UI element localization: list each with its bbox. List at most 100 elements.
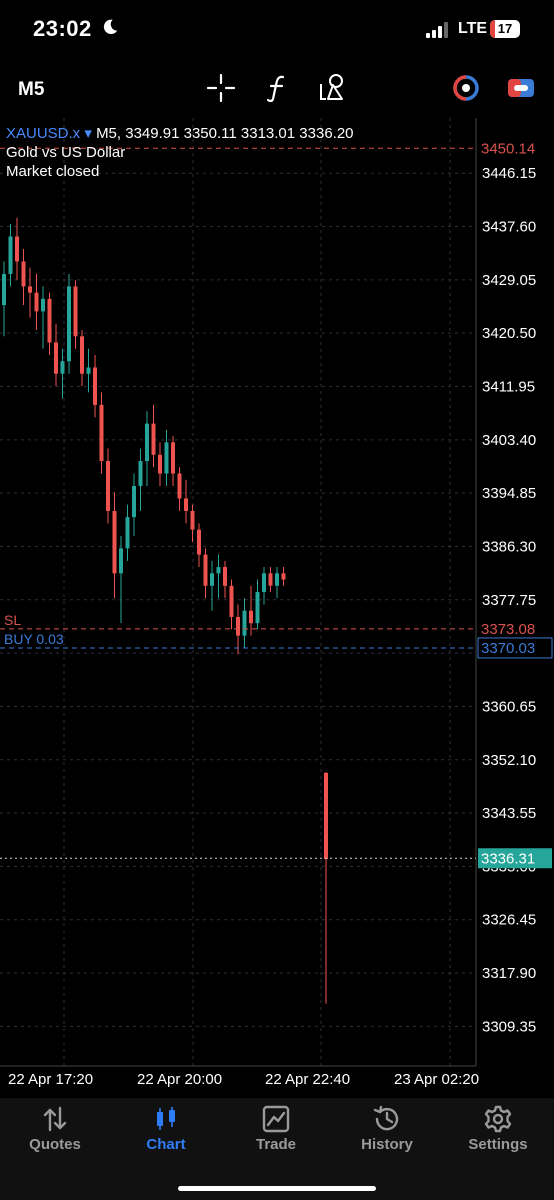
candle-body (93, 367, 97, 405)
candle-body (151, 423, 156, 455)
y-axis-label: 3429.05 (482, 272, 536, 289)
candle-body (138, 461, 143, 486)
candle-body (184, 498, 188, 511)
current-price-tag (478, 848, 552, 869)
moon-icon (103, 19, 118, 35)
symbol-label[interactable]: XAUUSD.x (6, 125, 81, 142)
signal-icon (426, 22, 448, 38)
battery-fill (490, 20, 496, 38)
price-label-high: 3450.14 (481, 140, 535, 157)
network-type: LTE (458, 20, 488, 37)
y-axis-label: 3446.15 (482, 165, 536, 182)
settings-icon (484, 1105, 512, 1133)
status-time: 23:02 (33, 16, 92, 41)
chart-icon (157, 1107, 175, 1130)
price-tag-buy (477, 637, 553, 659)
status-bar: 23:02 LTE 17 (0, 0, 554, 62)
price-label-buy: 3370.03 (481, 640, 535, 657)
y-axis-label: 3377.75 (482, 592, 536, 609)
candle-body (132, 485, 136, 518)
candle-body (8, 236, 13, 274)
candle-body (223, 567, 227, 586)
candle-body (229, 585, 234, 617)
y-axis-label: 3360.65 (482, 698, 536, 715)
candle-body (255, 592, 260, 624)
y-axis-label: 3317.90 (482, 965, 536, 982)
y-axis-label: 3343.55 (482, 805, 536, 822)
candle-body (158, 454, 162, 474)
crosshair-icon[interactable] (205, 72, 237, 104)
y-axis-label: 3352.10 (482, 752, 536, 769)
market-status: Market closed (6, 163, 100, 180)
price-tag-high (478, 138, 552, 159)
candle-body (268, 573, 273, 586)
x-axis-label: 23 Apr 02:20 (394, 1071, 479, 1088)
tab-label: Trade (255, 1136, 297, 1153)
tab-quotes[interactable]: Quotes (0, 1098, 110, 1168)
tab-history[interactable]: History (332, 1098, 442, 1168)
tab-chart[interactable]: Chart (111, 1098, 221, 1168)
chart-type-icon[interactable] (505, 72, 537, 104)
history-icon (373, 1105, 399, 1131)
objects-icon[interactable] (317, 72, 349, 104)
candle-body (86, 367, 91, 374)
y-axis-label: 3437.60 (482, 219, 536, 236)
symbol-dropdown-icon[interactable]: ▾ (84, 125, 92, 142)
candle-body (15, 236, 19, 262)
candle-body (242, 610, 247, 636)
y-axis-label: 3386.30 (482, 538, 536, 555)
price-chart[interactable]: 22 Apr 17:20 22 Apr 20:00 22 Apr 22:40 23 A… (0, 118, 554, 1098)
y-axis-label: 3326.45 (482, 912, 536, 929)
candle-body (197, 529, 201, 555)
candle-body (47, 298, 52, 343)
candle-body (106, 461, 110, 511)
candlestick-chart[interactable]: 22 Apr 17:20 22 Apr 20:00 22 Apr 22:40 23 A… (0, 118, 554, 1098)
candle-body (119, 548, 123, 574)
trade-icon (262, 1105, 290, 1133)
battery-level: 17 (497, 21, 513, 36)
candle-body (125, 517, 130, 549)
candle-body (249, 610, 253, 624)
home-indicator (178, 1186, 376, 1191)
function-icon[interactable] (262, 72, 294, 104)
price-label-sl: 3373.08 (481, 621, 535, 638)
candle-body (67, 286, 71, 362)
candle-body (54, 342, 58, 374)
candle-body (275, 573, 279, 586)
candle-body (145, 423, 149, 462)
candle-body (236, 616, 240, 636)
candle-body (190, 510, 195, 530)
candle-body (28, 286, 32, 293)
y-axis-label: 3403.40 (482, 432, 536, 449)
timeframe-button[interactable]: M5 (18, 79, 45, 100)
price-tag-sl (478, 618, 552, 639)
candle-body (203, 554, 208, 586)
y-axis-label: 3394.85 (482, 485, 536, 502)
candle-body (324, 772, 328, 859)
x-axis-label: 22 Apr 22:40 (265, 1071, 350, 1088)
candle-body (210, 573, 214, 586)
x-axis-label: 22 Apr 17:20 (8, 1071, 93, 1088)
candle-body (216, 567, 221, 574)
candle-body (41, 298, 45, 312)
candle-body (281, 573, 286, 580)
tab-label: Settings (468, 1136, 528, 1153)
tab-label: History (361, 1136, 413, 1153)
candle-body (34, 292, 39, 312)
quotes-icon (43, 1106, 67, 1132)
chart-toolbar: M5 (0, 66, 554, 110)
candle-body (262, 573, 266, 592)
tab-label: Chart (146, 1136, 186, 1153)
y-axis-label: 3411.95 (482, 378, 535, 395)
tab-settings[interactable]: Settings (443, 1098, 553, 1168)
y-axis-label: 3420.50 (482, 325, 536, 342)
candle-body (99, 404, 104, 462)
ohlc-values: M5, 3349.91 3350.11 3313.01 3336.20 (96, 125, 354, 142)
tab-trade[interactable]: Trade (221, 1098, 331, 1168)
candle-body (60, 361, 65, 374)
one-click-trading-icon[interactable] (450, 72, 482, 104)
y-axis-label: 3309.35 (482, 1018, 536, 1035)
candle-body (112, 510, 117, 574)
candle-body (177, 473, 182, 499)
chart-info-line: XAUUSD.x ▾ M5, 3349.91 3350.11 3313.01 3… (6, 124, 354, 142)
